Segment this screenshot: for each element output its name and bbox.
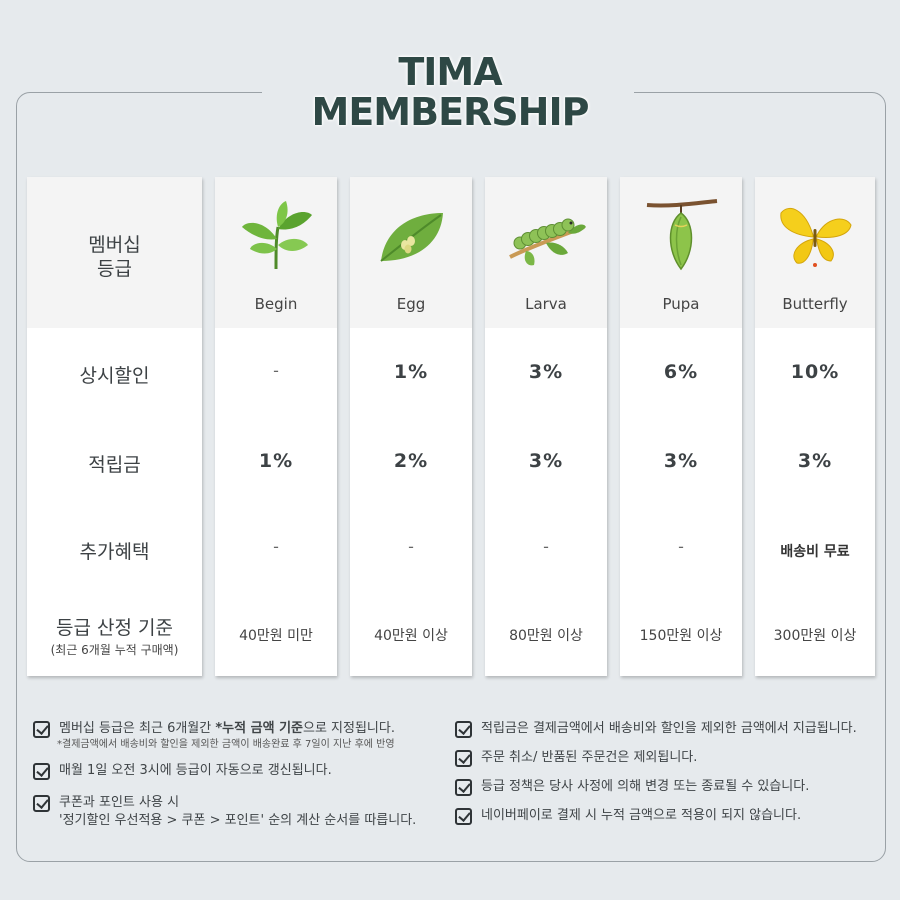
butterfly-icon [780, 208, 852, 267]
tier-discount: - [273, 361, 279, 380]
criteria-row-sublabel: (최근 6개월 누적 구매액) [50, 643, 179, 657]
discount-row-label: 상시할인 [79, 365, 150, 387]
note-text: 멤버십 등급은 최근 6개월간 [59, 721, 216, 736]
tier-discount: 3% [528, 361, 564, 383]
tier-column-egg: Egg 1% 2% - 40만원 이상 [350, 177, 472, 676]
page-title: TIMA MEMBERSHIP [0, 52, 900, 132]
label-column: 멤버십 등급 상시할인 적립금 추가혜택 등급 산정 기준 (최근 6개월 누적… [27, 177, 202, 676]
tier-points: 3% [663, 450, 699, 472]
checkbox-icon [33, 721, 50, 738]
tier-discount: 6% [663, 361, 699, 383]
note-text: 등급 정책은 당사 사정에 의해 변경 또는 종료될 수 있습니다. [481, 779, 810, 794]
tier-extra: - [543, 537, 549, 556]
tier-extra: - [273, 537, 279, 556]
note-item: 멤버십 등급은 최근 6개월간 *누적 금액 기준으로 지정됩니다. *결제금액… [33, 720, 453, 752]
tier-name: Butterfly [782, 295, 848, 313]
note-item: 등급 정책은 당사 사정에 의해 변경 또는 종료될 수 있습니다. [455, 778, 885, 796]
tier-name: Egg [396, 295, 426, 313]
checkbox-icon [455, 750, 472, 767]
tier-points: 2% [393, 450, 429, 472]
note-text: 쿠폰과 포인트 사용 시 [59, 795, 180, 810]
note-item: 네이버페이로 결제 시 누적 금액으로 적용이 되지 않습니다. [455, 807, 885, 825]
tier-extra: - [678, 537, 684, 556]
note-subtext: *결제금액에서 배송비와 할인을 제외한 금액이 배송완료 후 7일이 지난 후… [57, 739, 395, 750]
chrysalis-icon [646, 199, 718, 271]
tier-criteria: 300만원 이상 [773, 628, 857, 644]
tier-extra: - [408, 537, 414, 556]
note-text: 매월 1일 오전 3시에 등급이 자동으로 갱신됩니다. [59, 763, 332, 778]
checkbox-icon [455, 808, 472, 825]
tier-column-butterfly: Butterfly 10% 3% 배송비 무료 300만원 이상 [755, 177, 875, 676]
tier-column-begin: Begin - 1% - 40만원 미만 [215, 177, 337, 676]
checkbox-icon [455, 721, 472, 738]
tier-column-pupa: Pupa 6% 3% - 150만원 이상 [620, 177, 742, 676]
note-text: 주문 취소/ 반품된 주문건은 제외됩니다. [481, 750, 698, 765]
note-text: 네이버페이로 결제 시 누적 금액으로 적용이 되지 않습니다. [481, 808, 802, 823]
note-item: 쿠폰과 포인트 사용 시 '정기할인 우선적용 > 쿠폰 > 포인트' 순의 계… [33, 794, 453, 830]
checkbox-icon [33, 763, 50, 780]
tier-discount: 10% [790, 361, 840, 383]
tier-name: Pupa [662, 295, 700, 313]
tier-header [755, 177, 875, 328]
leaf-egg-icon [380, 213, 443, 262]
note-text: 적립금은 결제금액에서 배송비와 할인을 제외한 금액에서 지급됩니다. [481, 721, 857, 736]
checkbox-icon [33, 795, 50, 812]
membership-grade-header: 멤버십 등급 [88, 234, 141, 280]
title-line-2: MEMBERSHIP [311, 90, 590, 134]
title-line-1: TIMA [398, 50, 502, 94]
note-item: 적립금은 결제금액에서 배송비와 할인을 제외한 금액에서 지급됩니다. [455, 720, 885, 738]
notes-right: 적립금은 결제금액에서 배송비와 할인을 제외한 금액에서 지급됩니다. 주문 … [455, 720, 885, 835]
tier-name: Begin [254, 295, 298, 313]
note-text-line2: '정기할인 우선적용 > 쿠폰 > 포인트' 순의 계산 순서를 따릅니다. [59, 813, 417, 828]
note-text: 으로 지정됩니다. [303, 721, 395, 736]
notes-left: 멤버십 등급은 최근 6개월간 *누적 금액 기준으로 지정됩니다. *결제금액… [33, 720, 453, 840]
tier-points: 3% [528, 450, 564, 472]
note-item: 매월 1일 오전 3시에 등급이 자동으로 갱신됩니다. [33, 762, 453, 780]
tier-criteria: 150만원 이상 [639, 628, 723, 644]
points-row-label: 적립금 [88, 454, 141, 476]
extra-row-label: 추가혜택 [79, 541, 150, 563]
label-column-header [27, 177, 202, 328]
tier-criteria: 80만원 이상 [509, 628, 583, 644]
tier-points: 3% [797, 450, 833, 472]
note-bold-text: *누적 금액 기준 [215, 721, 303, 736]
criteria-row-label: 등급 산정 기준 [56, 617, 173, 639]
tier-discount: 1% [393, 361, 429, 383]
caterpillar-icon [509, 218, 586, 266]
sprout-icon [242, 201, 312, 270]
checkbox-icon [455, 779, 472, 796]
tier-extra: 배송비 무료 [780, 544, 850, 560]
title-mask [262, 80, 634, 110]
tier-header [485, 177, 607, 328]
tier-criteria: 40만원 이상 [374, 628, 448, 644]
tier-criteria: 40만원 미만 [239, 628, 313, 644]
tier-column-larva: Larva 3% 3% - 80만원 이상 [485, 177, 607, 676]
tier-name: Larva [525, 295, 567, 313]
note-item: 주문 취소/ 반품된 주문건은 제외됩니다. [455, 749, 885, 767]
tier-points: 1% [258, 450, 294, 472]
